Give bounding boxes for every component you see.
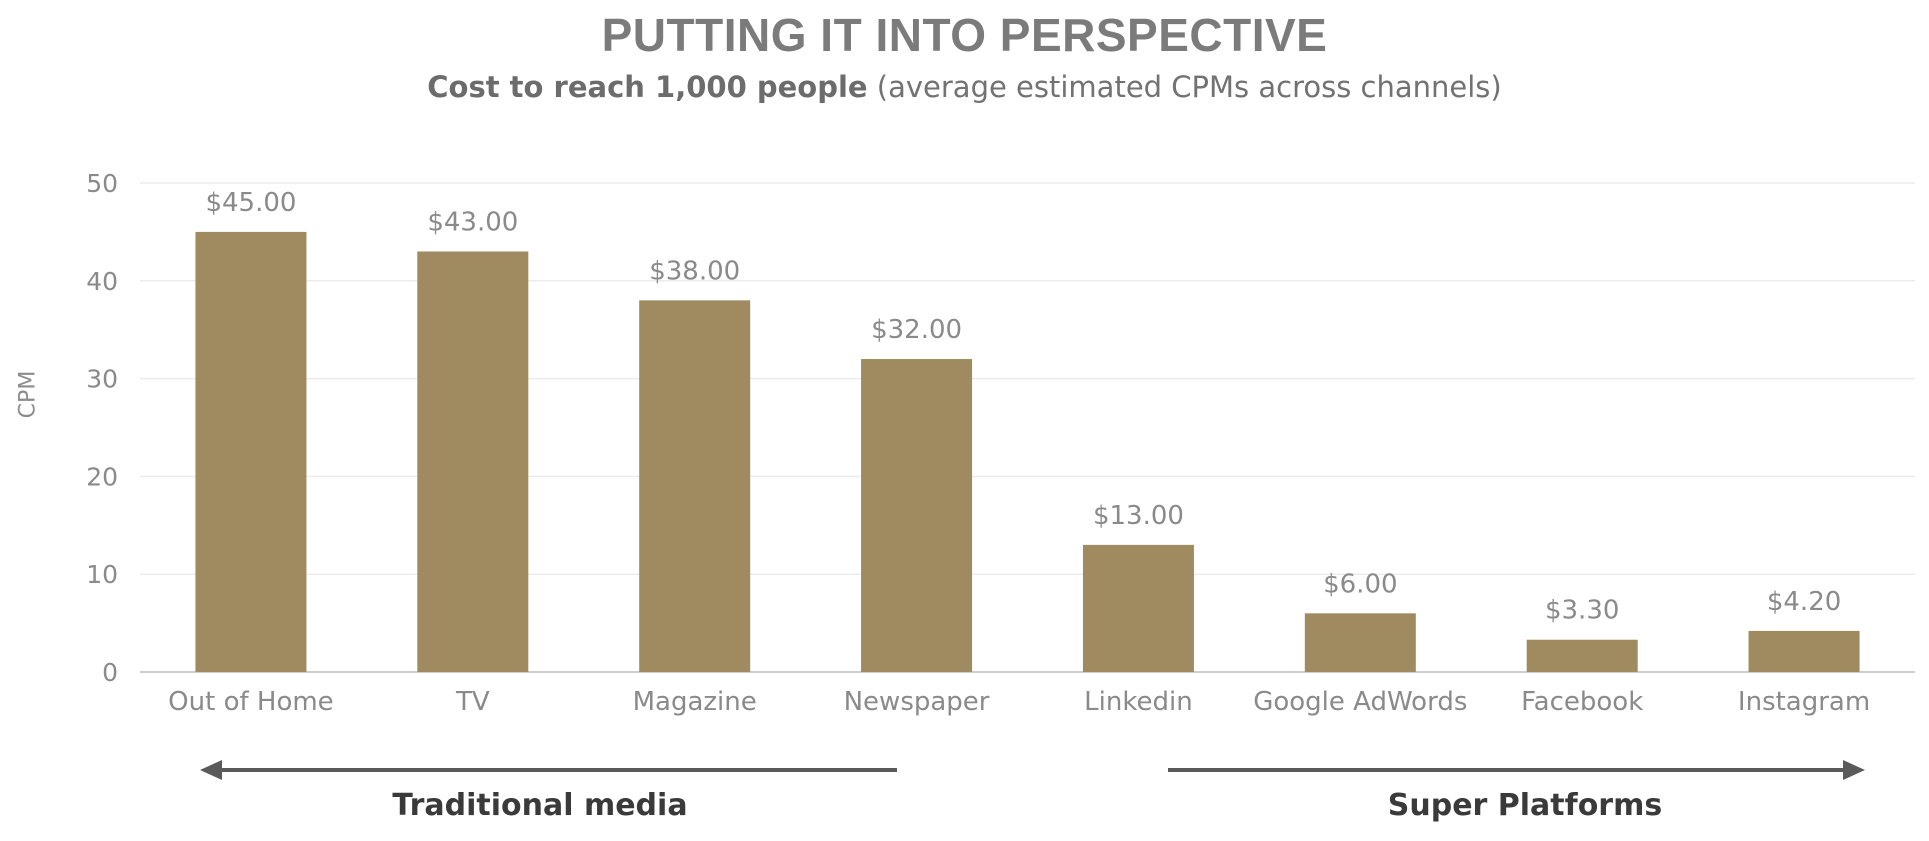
- x-tick-label: Newspaper: [844, 687, 990, 717]
- x-tick-label: TV: [455, 687, 490, 717]
- bar-facebook: [1526, 639, 1638, 672]
- y-tick-label: 20: [86, 462, 118, 491]
- x-tick-label: Google AdWords: [1253, 687, 1467, 717]
- y-tick-label: 30: [86, 365, 118, 394]
- data-label: $4.20: [1767, 587, 1841, 617]
- bar-google-adwords: [1304, 613, 1416, 672]
- y-tick-label: 0: [102, 658, 118, 687]
- x-tick-label: Facebook: [1521, 687, 1643, 717]
- y-tick-label: 40: [86, 267, 118, 296]
- data-label: $32.00: [871, 315, 962, 345]
- data-label: $45.00: [205, 188, 296, 218]
- data-label: $13.00: [1093, 501, 1184, 531]
- x-tick-label: Instagram: [1738, 687, 1870, 717]
- x-tick-label: Out of Home: [168, 687, 334, 717]
- chart-subtitle: Cost to reach 1,000 people (average esti…: [0, 70, 1929, 104]
- bar-out-of-home: [195, 231, 307, 672]
- subtitle-rest: (average estimated CPMs across channels): [867, 70, 1502, 104]
- bar-linkedin: [1082, 544, 1194, 672]
- subtitle-bold: Cost to reach 1,000 people: [427, 70, 868, 104]
- bar-tv: [417, 251, 529, 672]
- y-tick-label: 50: [86, 169, 118, 198]
- data-label: $43.00: [427, 207, 518, 237]
- bar-newspaper: [861, 359, 973, 672]
- x-tick-label: Magazine: [633, 687, 757, 717]
- super-platforms-arrow-head: [1843, 760, 1865, 780]
- chart-title: PUTTING IT INTO PERSPECTIVE: [601, 9, 1328, 61]
- data-label: $6.00: [1323, 569, 1397, 599]
- group-label-traditional: Traditional media: [392, 788, 688, 823]
- data-label: $38.00: [649, 256, 740, 286]
- traditional-media-arrow-head: [200, 760, 222, 780]
- group-label-platforms: Super Platforms: [1387, 788, 1663, 823]
- y-tick-label: 10: [86, 560, 118, 589]
- bar-instagram: [1748, 630, 1860, 672]
- bar-magazine: [639, 300, 751, 672]
- x-tick-label: Linkedin: [1084, 687, 1193, 717]
- data-label: $3.30: [1545, 596, 1619, 626]
